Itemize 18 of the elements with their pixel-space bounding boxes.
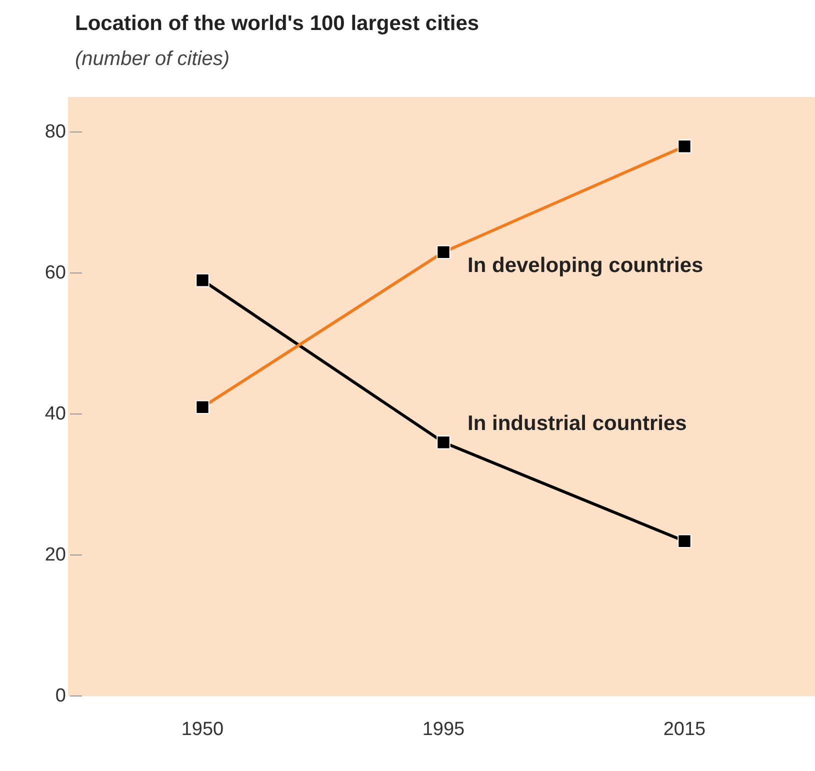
chart-subtitle: (number of cities) [75,48,230,71]
point [436,245,450,259]
series-label: In industrial countries [468,412,687,436]
x-tick-label: 1995 [422,718,465,740]
y-tick-label: 40 [44,403,66,424]
point [196,400,210,414]
y-tick-label: 60 [44,262,66,284]
x-tick-label: 2015 [663,718,706,740]
y-tick-label: 0 [55,685,66,706]
point [436,436,450,450]
point [678,139,692,154]
point [196,273,210,288]
y-tick-label: 80 [44,121,66,142]
y-tick-label: 20 [44,544,66,566]
point [678,534,692,548]
series-label: In developing countries [468,254,704,277]
x-tick-label: 1950 [181,718,224,740]
chart-title: Location of the world's 100 largest cities [75,12,480,36]
